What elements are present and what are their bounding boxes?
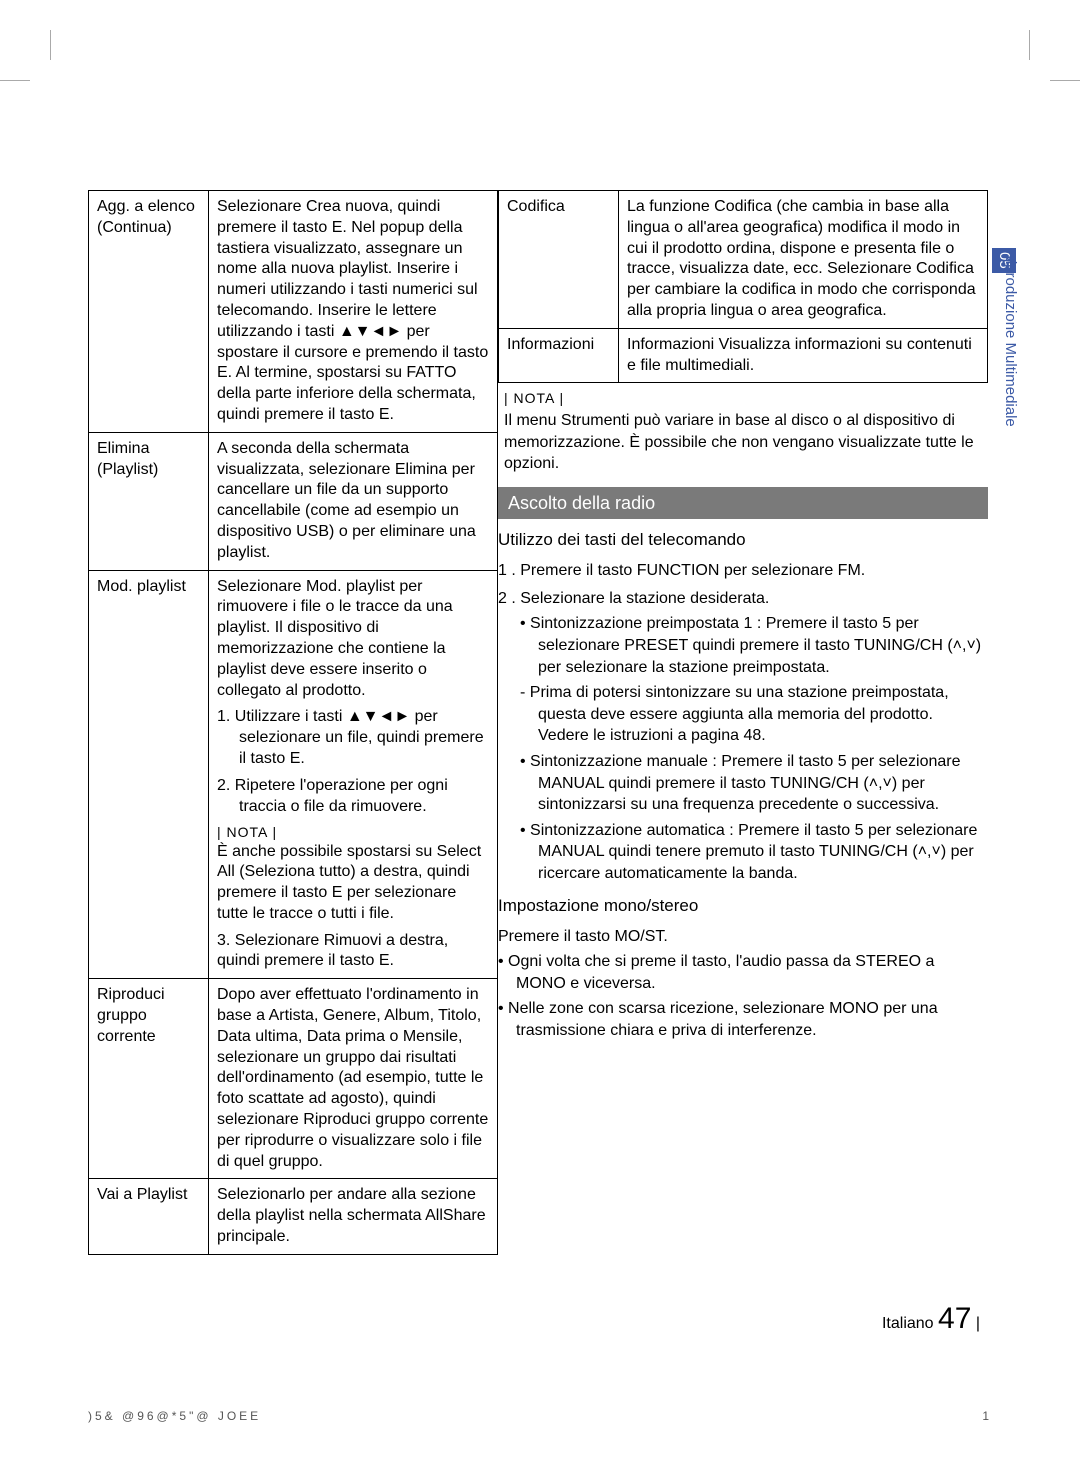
- note-label: | NOTA |: [504, 389, 988, 408]
- table-row: Elimina (Playlist) A seconda della scher…: [89, 432, 498, 570]
- row-text: La funzione Codifica (che cambia in base…: [619, 191, 988, 329]
- row-label: Mod. playlist: [89, 570, 209, 979]
- row-text: Selezionare Crea nuova, quindi premere i…: [209, 191, 498, 433]
- note-text: Il menu Strumenti può variare in base al…: [498, 410, 988, 483]
- row-text: A seconda della schermata visualizzata, …: [209, 432, 498, 570]
- list-item: 1 . Premere il tasto FUNCTION per selezi…: [498, 560, 988, 582]
- list-item: • Sintonizzazione manuale : Premere il t…: [520, 751, 988, 816]
- row-text: Informazioni Visualizza informazioni su …: [619, 328, 988, 383]
- list-item: 2. Ripetere l'operazione per ogni tracci…: [217, 776, 489, 818]
- list-item: • Nelle zone con scarsa ricezione, selez…: [498, 998, 988, 1041]
- table-row: Mod. playlist Selezionare Mod. playlist …: [89, 570, 498, 979]
- footer-meta: )5& @96@*5"@ JOEE 1: [88, 1408, 992, 1424]
- row-label: Codifica: [499, 191, 619, 329]
- left-feature-table: Agg. a elenco (Continua) Selezionare Cre…: [88, 190, 498, 1255]
- right-column: Codifica La funzione Codifica (che cambi…: [498, 190, 988, 1255]
- table-row: Codifica La funzione Codifica (che cambi…: [499, 191, 988, 329]
- right-feature-table: Codifica La funzione Codifica (che cambi…: [498, 190, 988, 383]
- list-item: 3. Selezionare Rimuovi a destra, quindi …: [217, 931, 489, 973]
- subheading: Impostazione mono/stereo: [498, 895, 988, 918]
- footer-left: )5& @96@*5"@ JOEE: [88, 1408, 261, 1424]
- section-heading: Ascolto della radio: [498, 487, 988, 519]
- list-item: - Prima di potersi sintonizzare su una s…: [520, 682, 988, 747]
- row-text: Dopo aver effettuato l'ordinamento in ba…: [209, 979, 498, 1179]
- row-text: Selezionarlo per andare alla sezione del…: [209, 1179, 498, 1254]
- row-label: Riproduci gruppo corrente: [89, 979, 209, 1179]
- note-label: | NOTA |: [217, 823, 489, 841]
- note-text: È anche possibile spostarsi su Select Al…: [217, 842, 489, 925]
- table-row: Vai a Playlist Selezionarlo per andare a…: [89, 1179, 498, 1254]
- row-label: Elimina (Playlist): [89, 432, 209, 570]
- list-item: • Sintonizzazione preimpostata 1 : Preme…: [520, 613, 988, 678]
- row-label: Vai a Playlist: [89, 1179, 209, 1254]
- body-text: Premere il tasto MO/ST.: [498, 926, 988, 948]
- subheading: Utilizzo dei tasti del telecomando: [498, 529, 988, 552]
- list-item: 2 . Selezionare la stazione desiderata. …: [498, 588, 988, 885]
- row-label: Informazioni: [499, 328, 619, 383]
- section-side-label: Riproduzione Multimediale: [1000, 250, 1020, 427]
- table-row: Riproduci gruppo corrente Dopo aver effe…: [89, 979, 498, 1179]
- footer-right: 1: [982, 1408, 992, 1424]
- table-row: Informazioni Informazioni Visualizza inf…: [499, 328, 988, 383]
- row-text: Selezionare Mod. playlist per rimuovere …: [209, 570, 498, 979]
- list-item: 1. Utilizzare i tasti ▲▼◄► per seleziona…: [217, 707, 489, 769]
- list-item: • Sintonizzazione automatica : Premere i…: [520, 820, 988, 885]
- list-item: • Ogni volta che si preme il tasto, l'au…: [498, 951, 988, 994]
- table-row: Agg. a elenco (Continua) Selezionare Cre…: [89, 191, 498, 433]
- page-number: Italiano 47 |: [882, 1299, 980, 1340]
- left-column: Agg. a elenco (Continua) Selezionare Cre…: [88, 190, 498, 1255]
- page-content: 05 Riproduzione Multimediale Agg. a elen…: [88, 190, 988, 1255]
- row-label: Agg. a elenco (Continua): [89, 191, 209, 433]
